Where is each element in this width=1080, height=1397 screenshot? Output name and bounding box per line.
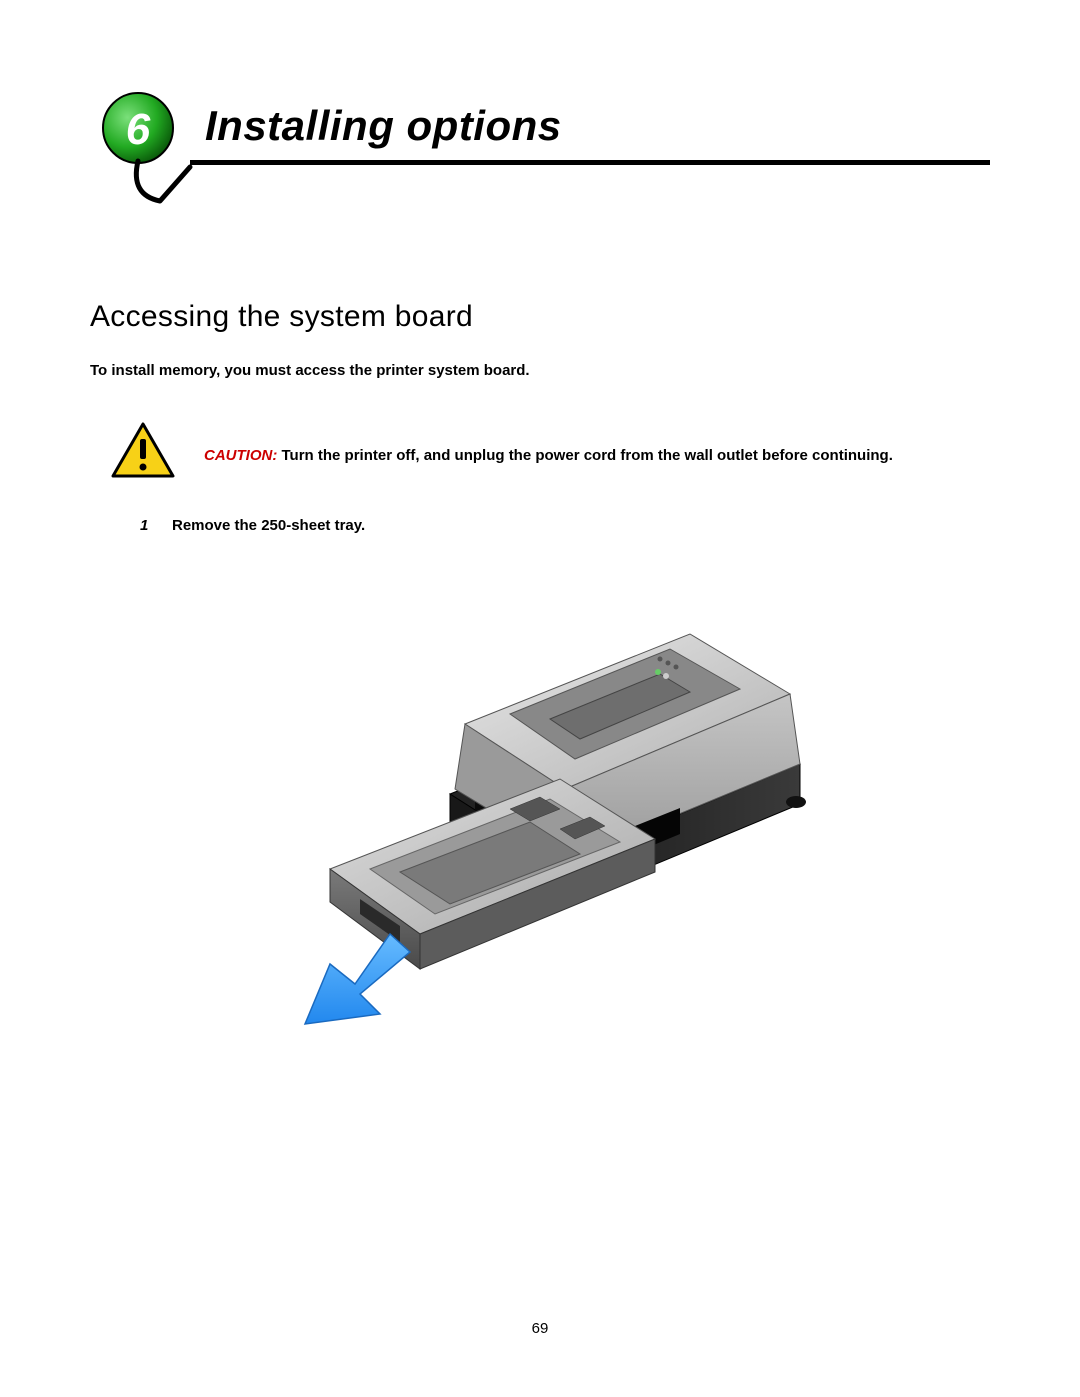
caution-text: CAUTION: Turn the printer off, and unplu… <box>204 429 893 464</box>
caution-block: CAUTION: Turn the printer off, and unplu… <box>110 429 990 479</box>
chapter-number: 6 <box>126 105 151 154</box>
step-number: 1 <box>140 517 154 534</box>
section-title: Accessing the system board <box>90 300 990 334</box>
chapter-rule <box>190 160 990 165</box>
step-1: 1 Remove the 250-sheet tray. <box>140 517 990 534</box>
warning-icon <box>110 421 176 479</box>
intro-text: To install memory, you must access the p… <box>90 362 990 379</box>
chapter-title: Installing options <box>205 102 562 150</box>
caution-label: CAUTION: <box>204 447 277 464</box>
chapter-badge-tail <box>120 155 200 235</box>
page-number: 69 <box>0 1320 1080 1337</box>
chapter-header: 6 Installing options <box>90 90 990 220</box>
step-text: Remove the 250-sheet tray. <box>172 517 365 534</box>
printer-figure <box>90 564 990 1049</box>
caution-body: Turn the printer off, and unplug the pow… <box>282 447 893 464</box>
removal-arrow-icon <box>305 934 410 1024</box>
